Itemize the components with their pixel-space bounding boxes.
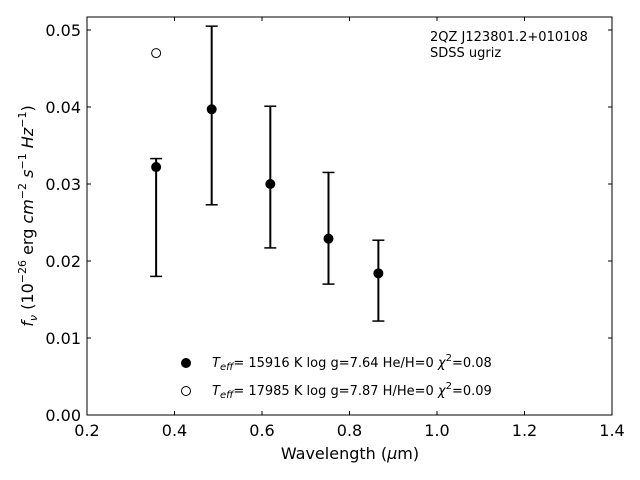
data-point-filled (373, 268, 384, 279)
y-tick-label: 0.03 (45, 175, 81, 194)
data-point-filled (323, 233, 334, 244)
y-axis: 0.00 0.01 0.02 0.03 0.04 0.05 (45, 21, 612, 425)
data-points (151, 48, 384, 279)
legend-marker-filled (181, 358, 191, 368)
legend: Teff= 15916 K log g=7.64 He/H=0 χ2=0.08 … (181, 353, 492, 401)
error-bars (150, 25, 385, 322)
y-tick-label: 0.00 (45, 406, 81, 425)
y-tick-label: 0.05 (45, 21, 81, 40)
y-tick-label: 0.01 (45, 329, 81, 348)
legend-label-fit-1: Teff= 15916 K log g=7.64 He/H=0 χ2=0.08 (212, 353, 492, 373)
x-tick-label: 0.6 (249, 421, 274, 440)
x-axis: 0.2 0.4 0.6 0.8 1.0 1.2 1.4 (74, 17, 625, 440)
x-tick-label: 0.8 (337, 421, 362, 440)
data-point-filled (151, 162, 162, 173)
x-tick-label: 0.2 (74, 421, 99, 440)
legend-marker-open (181, 386, 191, 396)
x-tick-label: 1.2 (512, 421, 537, 440)
data-point-filled (265, 179, 276, 189)
x-axis-label: Wavelength (μm) (281, 444, 419, 463)
y-tick-label: 0.02 (45, 252, 81, 271)
x-tick-label: 0.4 (162, 421, 187, 440)
data-point-filled (206, 104, 217, 115)
annotation-object-name: 2QZ J123801.2+010108 (430, 30, 588, 45)
annotation-survey: SDSS ugriz (430, 46, 501, 61)
y-tick-label: 0.04 (45, 98, 81, 117)
x-tick-label: 1.0 (424, 421, 449, 440)
data-point-open (151, 48, 162, 59)
legend-label-fit-2: Teff= 17985 K log g=7.87 H/He=0 χ2=0.09 (212, 381, 492, 401)
y-axis-label: fν (10−26 erg cm−2 s−1 Hz−1) (16, 105, 40, 326)
x-tick-label: 1.4 (599, 421, 624, 440)
